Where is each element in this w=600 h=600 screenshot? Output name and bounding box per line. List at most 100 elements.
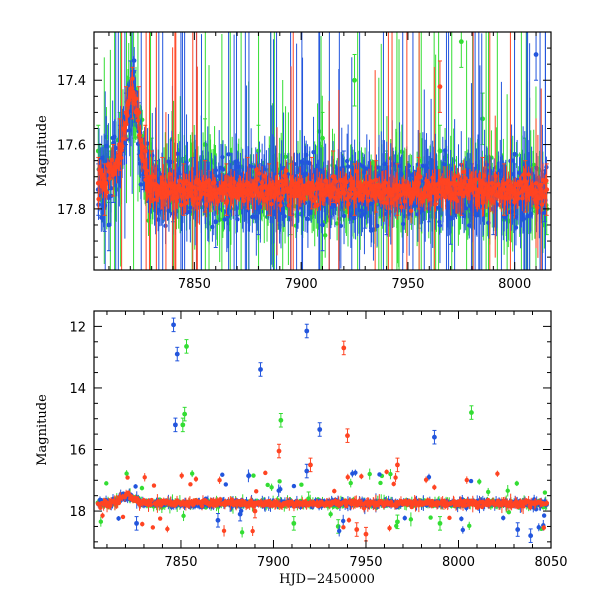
data-point xyxy=(151,197,156,202)
data-point xyxy=(220,154,225,160)
data-point xyxy=(217,173,222,179)
data-point xyxy=(286,203,292,208)
data-point xyxy=(394,187,400,192)
data-point xyxy=(95,180,101,186)
data-point xyxy=(278,203,283,208)
data-point xyxy=(106,222,112,228)
data-point xyxy=(149,174,155,180)
data-point xyxy=(130,90,135,96)
data-point xyxy=(437,148,443,154)
data-point xyxy=(441,162,447,167)
data-point xyxy=(132,58,137,63)
data-point xyxy=(454,186,459,191)
data-point xyxy=(235,217,240,222)
data-point xyxy=(473,177,479,182)
data-point xyxy=(98,169,104,174)
data-point xyxy=(173,190,179,196)
y-tick-label: 17.6 xyxy=(57,139,86,154)
data-point xyxy=(275,179,280,185)
data-point xyxy=(458,39,464,45)
x-tick-label: 7950 xyxy=(391,277,424,292)
data-point xyxy=(533,181,539,186)
data-point xyxy=(214,191,219,196)
data-point xyxy=(213,168,219,173)
data-point xyxy=(245,180,251,186)
data-point xyxy=(521,216,527,221)
data-point xyxy=(256,171,262,176)
data-point xyxy=(136,110,142,115)
data-point xyxy=(346,201,351,207)
data-point xyxy=(256,206,261,212)
data-point xyxy=(544,187,550,192)
data-point xyxy=(437,84,443,90)
data-point xyxy=(187,209,192,214)
data-point xyxy=(373,183,379,189)
data-point xyxy=(333,179,339,184)
data-point xyxy=(399,204,404,210)
top-panel: 7850 7900 7950 8000 17.4 17.6 17.8 xyxy=(57,31,552,292)
data-point xyxy=(184,178,189,184)
data-point xyxy=(140,144,145,150)
data-point xyxy=(533,52,539,57)
data-point xyxy=(181,187,187,192)
data-point xyxy=(202,142,208,147)
data-point xyxy=(250,193,255,199)
data-point xyxy=(189,471,195,476)
data-point xyxy=(220,167,226,172)
data-point xyxy=(384,200,389,206)
y-tick-label: 17.4 xyxy=(57,74,86,89)
data-point xyxy=(408,208,414,214)
data-point xyxy=(98,519,104,524)
data-point xyxy=(341,213,347,219)
data-point xyxy=(406,163,412,169)
data-point xyxy=(454,198,460,204)
data-point xyxy=(463,206,468,211)
data-point xyxy=(167,171,172,177)
data-point xyxy=(213,219,219,225)
data-point xyxy=(212,180,217,185)
data-point xyxy=(116,161,121,166)
data-point xyxy=(383,180,388,185)
data-point xyxy=(110,167,116,173)
data-point xyxy=(539,202,545,207)
data-point xyxy=(215,198,221,203)
data-point xyxy=(277,183,282,188)
data-point xyxy=(501,187,507,192)
data-point xyxy=(424,165,430,171)
data-point xyxy=(330,174,336,180)
data-point xyxy=(494,202,500,207)
x-tick-label: 7900 xyxy=(285,277,318,292)
data-point xyxy=(360,211,365,217)
x-tick-label: 7850 xyxy=(178,277,211,292)
data-point xyxy=(179,202,184,208)
data-point xyxy=(506,178,511,184)
data-point xyxy=(224,198,230,204)
data-point xyxy=(522,183,528,189)
data-point xyxy=(352,187,357,192)
data-point xyxy=(177,178,182,184)
data-point xyxy=(338,223,344,229)
data-point xyxy=(265,482,270,488)
data-point xyxy=(461,169,466,175)
data-point xyxy=(539,182,544,187)
data-point xyxy=(371,227,376,232)
data-point xyxy=(342,190,347,195)
data-point xyxy=(288,187,293,192)
data-point xyxy=(124,471,129,476)
data-point xyxy=(416,180,421,186)
data-point xyxy=(311,149,316,155)
bottom-plot-area xyxy=(95,317,550,543)
data-point xyxy=(496,182,501,187)
data-point xyxy=(315,202,320,208)
data-point xyxy=(337,194,342,199)
data-point xyxy=(356,180,361,185)
data-point xyxy=(536,196,542,201)
data-point xyxy=(322,233,328,238)
data-point xyxy=(95,148,101,154)
data-point xyxy=(402,199,407,204)
data-point xyxy=(320,135,325,141)
data-point xyxy=(142,148,148,154)
data-point xyxy=(366,198,371,203)
